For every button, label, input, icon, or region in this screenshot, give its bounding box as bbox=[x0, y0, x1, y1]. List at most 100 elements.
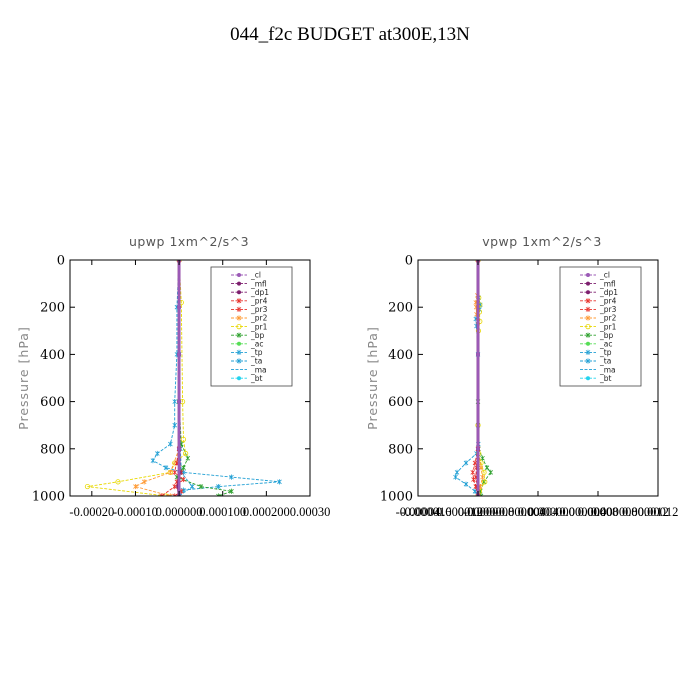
series-point-marker bbox=[115, 479, 121, 485]
series-point-marker bbox=[198, 483, 204, 490]
legend-marker bbox=[236, 298, 242, 304]
legend-label: _pr2 bbox=[250, 314, 268, 323]
legend-marker bbox=[236, 315, 242, 321]
y-tick-label: 200 bbox=[388, 301, 413, 316]
series-point-marker bbox=[482, 479, 488, 485]
series-markers-pr1 bbox=[84, 260, 189, 496]
legend-item: _tp bbox=[580, 348, 612, 357]
legend-item: _pr4 bbox=[231, 297, 268, 306]
legend-item: _dp1 bbox=[231, 288, 269, 297]
series-line-pr2 bbox=[134, 260, 180, 496]
legend-label: _pr3 bbox=[250, 305, 268, 314]
series-point-marker bbox=[480, 455, 485, 461]
y-tick-label: 600 bbox=[40, 395, 65, 410]
legend-label: _cl bbox=[250, 271, 261, 280]
series-point-marker bbox=[463, 460, 469, 466]
y-tick-label: 1000 bbox=[32, 490, 65, 505]
x-tick-label: 0.00030 bbox=[290, 505, 331, 519]
legend-marker bbox=[585, 358, 591, 364]
legend-label: _dp1 bbox=[599, 288, 618, 297]
series-point-marker bbox=[180, 436, 187, 442]
y-tick-label: 0 bbox=[405, 254, 413, 269]
legend-marker bbox=[585, 298, 591, 304]
series-point-marker bbox=[216, 493, 221, 496]
legend-label: _bp bbox=[599, 331, 614, 340]
legend-item: _pr1 bbox=[580, 322, 617, 331]
legend-item: _pr4 bbox=[580, 297, 617, 306]
x-tick-label: 0.000000 bbox=[528, 505, 575, 519]
series-point-marker bbox=[177, 352, 182, 357]
legend-marker bbox=[586, 281, 590, 286]
panel-title: vpwp 1xm^2/s^3 bbox=[482, 234, 602, 249]
series-point-marker bbox=[177, 399, 182, 404]
panel-title: upwp 1xm^2/s^3 bbox=[129, 234, 249, 249]
y-tick-label: 400 bbox=[40, 348, 65, 363]
legend-label: _dp1 bbox=[250, 288, 269, 297]
legend-item: _pr3 bbox=[231, 305, 268, 314]
series-point-marker bbox=[476, 352, 480, 357]
x-tick-label: 0.000004 bbox=[559, 505, 607, 519]
series-point-marker bbox=[229, 474, 234, 480]
series-point-marker bbox=[133, 483, 138, 490]
legend-item: _ac bbox=[231, 340, 263, 349]
series-point-marker bbox=[453, 474, 458, 480]
legend-item: _mfl bbox=[580, 279, 616, 288]
x-tick-label: -0.000008 bbox=[463, 505, 514, 519]
plot-area bbox=[453, 260, 494, 496]
legend-label: _pr4 bbox=[250, 297, 268, 306]
legend-label: _mfl bbox=[599, 279, 616, 288]
series-point-marker bbox=[172, 399, 178, 405]
legend-marker bbox=[585, 323, 591, 330]
figure-title: 044_f2c BUDGET at300E,13N bbox=[230, 24, 470, 45]
legend-box bbox=[559, 266, 642, 387]
series-group bbox=[84, 260, 282, 496]
x-tick-label: 0.00000 bbox=[458, 505, 499, 519]
series-point-marker bbox=[172, 483, 178, 490]
y-ticks: 0 200 400 600 800 1000 bbox=[32, 254, 310, 505]
plot-area bbox=[84, 260, 282, 496]
x-tick-label: -0.00020 bbox=[69, 505, 114, 519]
legend-marker bbox=[585, 349, 591, 355]
legend-item: _bt bbox=[231, 374, 263, 383]
legend-label: _ma bbox=[599, 365, 616, 374]
x-tick-label: -0.00010 bbox=[113, 505, 158, 519]
legend-item: _cl bbox=[231, 271, 261, 280]
x-tick-label: 0.000200 bbox=[243, 505, 290, 519]
y-tick-label: 1000 bbox=[380, 490, 413, 505]
y-tick-label: 400 bbox=[388, 348, 413, 363]
series-point-marker bbox=[141, 479, 147, 485]
legend-label: _pr1 bbox=[250, 322, 268, 331]
legend-label: _bt bbox=[250, 374, 263, 383]
legend-item: _pr3 bbox=[580, 305, 617, 314]
legend-marker bbox=[585, 315, 591, 321]
series-point-marker bbox=[172, 493, 178, 496]
series-line-pr2 bbox=[475, 260, 483, 496]
legend-marker bbox=[237, 273, 241, 277]
legend-item: _pr2 bbox=[580, 314, 617, 323]
series-point-marker bbox=[154, 450, 160, 457]
series-point-marker bbox=[172, 469, 178, 475]
legend-item: _cl bbox=[580, 271, 610, 280]
legend-label: _ta bbox=[250, 357, 262, 366]
series-point-marker bbox=[229, 488, 234, 494]
plot-frame bbox=[69, 259, 311, 497]
x-tick-label: -0.00004 bbox=[396, 505, 442, 519]
series-point-marker bbox=[484, 465, 490, 471]
legend-item: _pr1 bbox=[231, 322, 268, 331]
y-axis-label: Pressure [hPa] bbox=[365, 326, 380, 430]
legend-label: _mfl bbox=[250, 279, 267, 288]
legend-label: _cl bbox=[599, 271, 610, 280]
series-point-marker bbox=[84, 483, 91, 490]
series-group bbox=[453, 260, 494, 496]
series-point-marker bbox=[159, 493, 164, 496]
legend-item: _bt bbox=[580, 374, 612, 383]
legend-marker bbox=[236, 306, 242, 312]
series-point-marker bbox=[277, 479, 282, 485]
legend-label: _pr2 bbox=[599, 314, 617, 323]
x-tick-label: -0.000012 bbox=[432, 505, 483, 519]
legend-label: _tp bbox=[250, 348, 263, 357]
legend-marker bbox=[236, 349, 242, 355]
series-point-marker bbox=[216, 483, 221, 490]
legend-marker bbox=[236, 323, 242, 330]
y-tick-label: 800 bbox=[388, 442, 413, 457]
